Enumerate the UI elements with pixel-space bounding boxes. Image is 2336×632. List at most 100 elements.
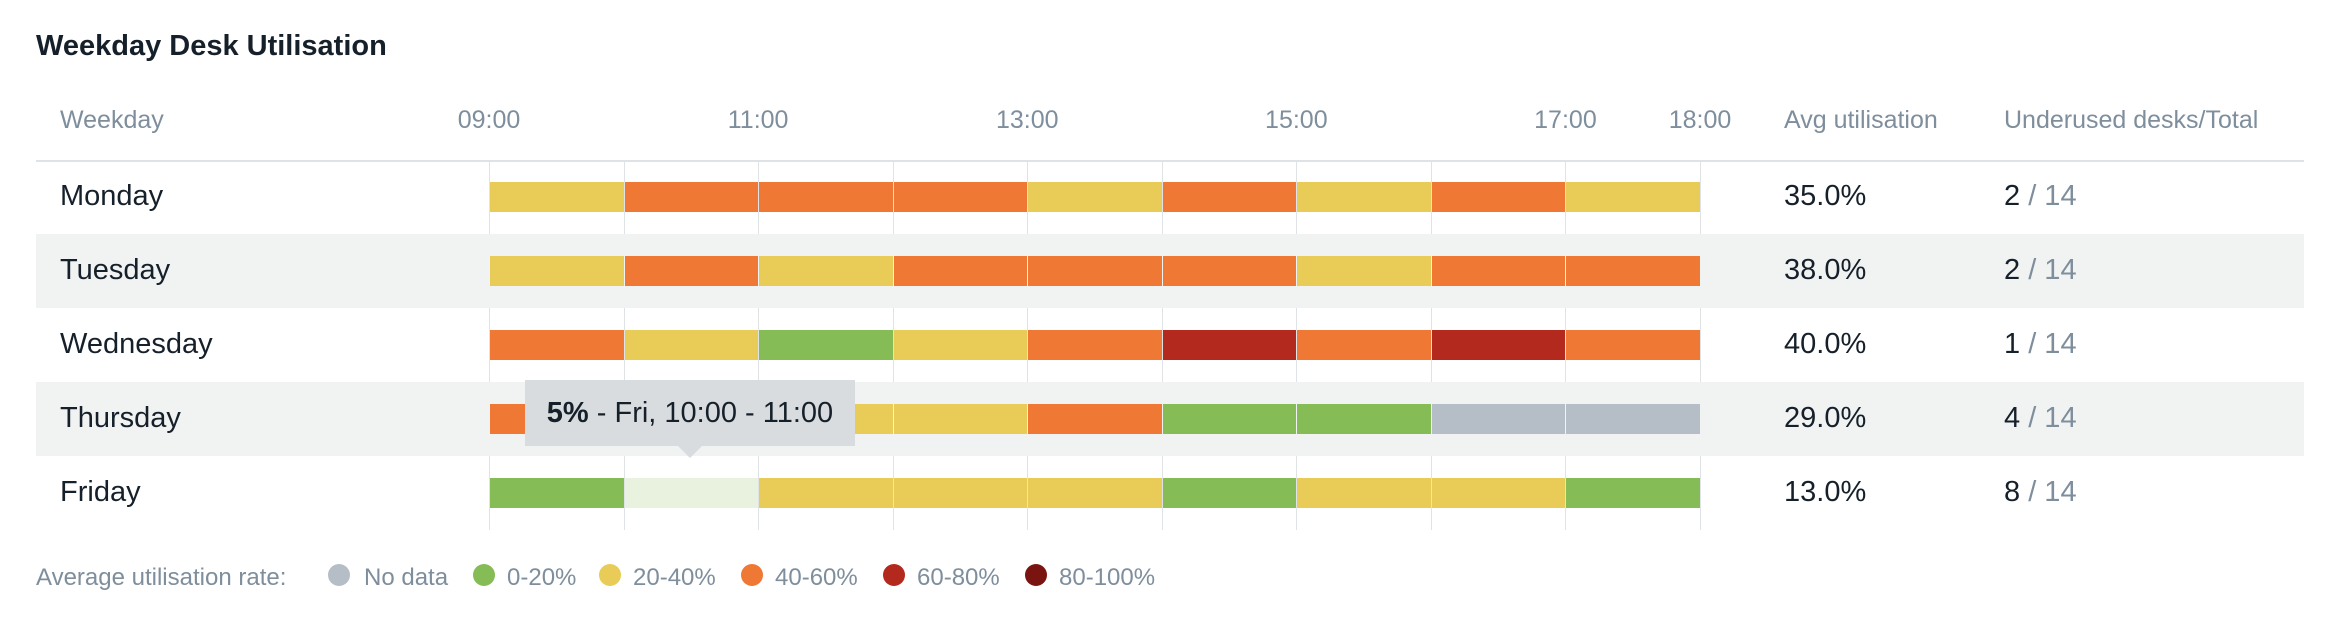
weekday-label: Monday — [60, 180, 164, 212]
utilisation-cell[interactable] — [1566, 256, 1700, 286]
weekday-label: Wednesday — [60, 328, 213, 360]
utilisation-cell[interactable] — [759, 478, 893, 508]
table-row: Monday 35.0% 2 / 14 — [36, 160, 2304, 234]
table-row: Tuesday 38.0% 2 / 14 — [36, 234, 2304, 308]
utilisation-cell[interactable] — [1297, 182, 1431, 212]
utilisation-cell[interactable] — [490, 330, 624, 360]
weekday-label: Thursday — [60, 402, 181, 434]
utilisation-cell[interactable] — [1028, 256, 1162, 286]
grid-line — [1296, 160, 1297, 530]
underused-count: 8 — [2004, 476, 2021, 508]
utilisation-cell[interactable] — [759, 256, 893, 286]
underused-desks-value: 1 / 14 — [2004, 328, 2077, 361]
underused-desks-value: 8 / 14 — [2004, 476, 2077, 509]
avg-utilisation-value: 13.0% — [1784, 476, 1867, 508]
utilisation-cell[interactable] — [625, 182, 758, 212]
underused-count: 4 — [2004, 402, 2021, 434]
legend-dot-no-data — [328, 564, 350, 586]
tooltip-value: 5% — [546, 397, 589, 429]
table-row: Wednesday 40.0% 1 / 14 — [36, 308, 2304, 382]
underused-desks-value: 4 / 14 — [2004, 402, 2077, 435]
utilisation-cell[interactable] — [1297, 404, 1431, 434]
grid-line — [1431, 160, 1432, 530]
utilisation-cell[interactable] — [1163, 256, 1296, 286]
x-tick-label: 11:00 — [727, 106, 789, 134]
utilisation-cell[interactable] — [1566, 478, 1700, 508]
utilisation-cell[interactable] — [1163, 330, 1296, 360]
utilisation-cell[interactable] — [894, 182, 1027, 212]
utilisation-cell[interactable] — [1432, 182, 1565, 212]
utilisation-cell[interactable] — [1432, 330, 1565, 360]
utilisation-cell[interactable] — [1297, 256, 1431, 286]
legend-dot-0-20 — [473, 564, 495, 586]
x-tick-label: 13:00 — [995, 106, 1059, 134]
utilisation-cell[interactable] — [625, 256, 758, 286]
table-row: Friday 13.0% 8 / 14 — [36, 456, 2304, 530]
underused-count: 2 — [2004, 254, 2021, 286]
legend-item-0-20: 0-20% — [507, 564, 577, 591]
x-tick-label: 15:00 — [1265, 106, 1328, 134]
utilisation-cell[interactable] — [1566, 182, 1700, 212]
weekday-label: Friday — [60, 476, 141, 508]
utilisation-cell[interactable] — [1566, 330, 1700, 360]
grid-line — [1565, 160, 1566, 530]
underused-desks-value: 2 / 14 — [2004, 254, 2077, 287]
desk-total: / 14 — [2020, 180, 2077, 212]
utilisation-cell[interactable] — [1028, 182, 1162, 212]
grid-line — [1162, 160, 1163, 530]
utilisation-cell[interactable] — [759, 330, 893, 360]
utilisation-cell[interactable] — [1297, 330, 1431, 360]
utilisation-cell[interactable] — [1432, 478, 1565, 508]
legend-item-80-100: 80-100% — [1059, 564, 1156, 591]
avg-utilisation-value: 38.0% — [1784, 254, 1867, 286]
legend-dot-80-100 — [1025, 564, 1047, 586]
table-header: Weekday Avg utilisation Underused desks/… — [36, 100, 2304, 162]
legend-label: Average utilisation rate: — [36, 564, 287, 591]
hover-tooltip: 5% - Fri, 10:00 - 11:00 — [525, 380, 855, 446]
underused-count: 2 — [2004, 180, 2021, 212]
avg-utilisation-value: 40.0% — [1784, 328, 1867, 360]
header-avg-utilisation: Avg utilisation — [1784, 106, 1938, 134]
legend-dot-20-40 — [599, 564, 621, 586]
chart-title: Weekday Desk Utilisation — [36, 30, 387, 62]
grid-line — [893, 160, 894, 530]
utilisation-cell[interactable] — [490, 182, 624, 212]
legend-item-40-60: 40-60% — [775, 564, 858, 591]
grid-line — [624, 160, 625, 530]
legend-item-20-40: 20-40% — [633, 564, 716, 591]
utilisation-cell[interactable] — [894, 256, 1027, 286]
utilisation-cell[interactable] — [1028, 330, 1162, 360]
utilisation-cell[interactable] — [625, 478, 758, 508]
weekday-label: Tuesday — [60, 254, 171, 286]
utilisation-cell[interactable] — [1432, 404, 1565, 434]
utilisation-cell[interactable] — [625, 330, 758, 360]
utilisation-cell[interactable] — [1028, 478, 1162, 508]
utilisation-cell[interactable] — [894, 404, 1027, 434]
tooltip-text: - Fri, 10:00 - 11:00 — [588, 397, 834, 429]
legend-dot-60-80 — [883, 564, 905, 586]
utilisation-cell[interactable] — [759, 182, 893, 212]
utilisation-cell[interactable] — [1163, 478, 1296, 508]
utilisation-cell[interactable] — [490, 478, 624, 508]
utilisation-cell[interactable] — [1163, 182, 1296, 212]
header-weekday: Weekday — [60, 106, 164, 134]
x-tick-label: 18:00 — [1668, 106, 1732, 134]
avg-utilisation-value: 35.0% — [1784, 180, 1867, 212]
utilisation-cell[interactable] — [894, 330, 1027, 360]
underused-count: 1 — [2004, 328, 2021, 360]
x-tick-label: 09:00 — [457, 106, 521, 134]
grid-line — [489, 160, 490, 530]
avg-utilisation-value: 29.0% — [1784, 402, 1867, 434]
underused-desks-value: 2 / 14 — [2004, 180, 2077, 213]
grid-line — [1700, 160, 1701, 530]
grid-line — [758, 160, 759, 530]
utilisation-cell[interactable] — [1163, 404, 1296, 434]
utilisation-cell[interactable] — [490, 256, 624, 286]
utilisation-cell[interactable] — [1028, 404, 1162, 434]
desk-total: / 14 — [2020, 476, 2077, 508]
utilisation-cell[interactable] — [1297, 478, 1431, 508]
legend-dot-40-60 — [741, 564, 763, 586]
utilisation-cell[interactable] — [1432, 256, 1565, 286]
utilisation-cell[interactable] — [1566, 404, 1700, 434]
utilisation-cell[interactable] — [894, 478, 1027, 508]
